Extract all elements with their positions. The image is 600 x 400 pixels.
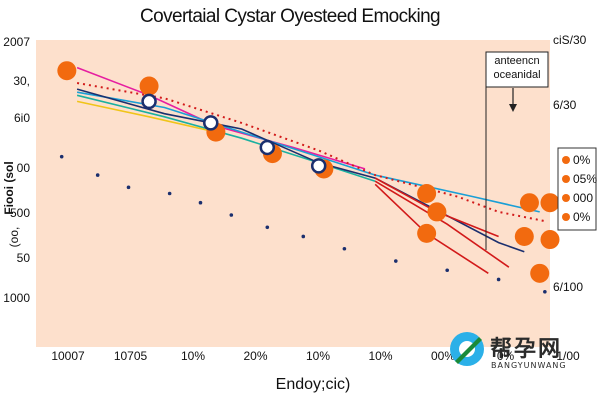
ring-marker	[141, 93, 157, 110]
left-tick-label: 2007	[3, 35, 30, 49]
series-line	[374, 180, 510, 268]
orange-marker	[540, 230, 560, 250]
watermark: 帮孕网 BANGYUNWANG	[450, 332, 567, 370]
watermark-cn: 帮孕网	[490, 336, 562, 362]
series-point	[265, 225, 270, 230]
x-tick-label: 00%	[431, 349, 455, 363]
plot-area	[36, 40, 550, 347]
series-point	[445, 268, 450, 273]
legend-label: 05%	[573, 172, 597, 186]
x-tick-label: 10%	[306, 349, 330, 363]
right-tick-label: 6/30	[553, 98, 577, 112]
series-point	[167, 191, 172, 196]
orange-marker	[530, 263, 550, 283]
series-line	[76, 91, 540, 213]
legend-label: 000	[573, 191, 593, 205]
series-point	[95, 173, 100, 177]
orange-marker	[519, 193, 539, 213]
series-point	[496, 277, 501, 282]
orange-marker	[417, 184, 437, 203]
series-point	[229, 213, 234, 217]
orange-marker	[514, 226, 534, 246]
orange-marker	[427, 202, 447, 222]
left-tick-label: 6i0	[14, 111, 30, 125]
x-tick-label: 10%	[181, 349, 205, 363]
x-tick-label: 10007	[51, 349, 85, 363]
series-line	[76, 94, 376, 182]
chart-title: Covertaial Cystar Oyesteed Emocking	[140, 6, 440, 27]
annotation-line-1: anteencn	[494, 55, 539, 67]
x-tick-label: 20%	[243, 349, 267, 363]
series-point	[394, 259, 398, 263]
ring-marker	[259, 139, 276, 156]
arrow-down-icon	[509, 104, 517, 112]
right-tick-labels: ciS/30 6/30 6/100	[553, 33, 587, 294]
x-tick-label: 0%	[497, 349, 515, 363]
y-axis-label: Fiooi (sol	[2, 161, 16, 214]
legend-label: 0%	[573, 153, 591, 167]
legend-swatch	[562, 156, 570, 164]
annotation-frame	[485, 51, 549, 88]
legend-swatch	[562, 194, 570, 202]
series-point	[198, 200, 203, 205]
legend-swatch	[562, 213, 570, 221]
series-line	[76, 100, 217, 133]
annotation-box: anteencn oceanidal	[485, 51, 549, 250]
x-tick-label: 10%	[368, 349, 392, 363]
right-tick-label: 6/100	[553, 280, 583, 294]
y-axis-side-label: (oo,	[7, 227, 21, 248]
x-tick-label: 1/00	[556, 349, 580, 363]
left-tick-label: 30,	[13, 74, 30, 88]
left-tick-label: 50	[17, 251, 31, 265]
orange-marker	[139, 76, 159, 96]
orange-marker	[540, 193, 560, 213]
x-tick-label: 10705	[114, 349, 148, 363]
series-point	[342, 246, 347, 251]
orange-marker	[57, 61, 77, 81]
legend-label: 0%	[573, 210, 591, 224]
series-point	[59, 154, 64, 159]
x-axis-label: Endoy;cic)	[276, 376, 351, 393]
legend: 0% 05% 000 0%	[557, 147, 597, 231]
left-tick-label: 1000	[3, 291, 30, 305]
watermark-logo-stroke	[455, 337, 482, 364]
series-point	[543, 289, 547, 294]
orange-marker	[417, 223, 437, 243]
right-tick-label: ciS/30	[553, 33, 587, 47]
left-tick-label: 00	[17, 161, 31, 175]
annotation-line-2: oceanidal	[493, 69, 540, 81]
series-point	[126, 185, 131, 190]
series-point	[301, 234, 306, 239]
x-tick-labels: 10007 10705 10% 20% 10% 10% 00% 0% 1/00	[51, 349, 580, 363]
ring-marker	[310, 158, 327, 174]
marker-layer	[57, 61, 560, 283]
watermark-en: BANGYUNWANG	[491, 361, 567, 370]
left-tick-labels: 2007 30, 6i0 00 500 50 1000	[3, 35, 30, 305]
ring-marker	[203, 115, 219, 131]
series-line	[76, 82, 546, 223]
left-tick-label: 500	[10, 206, 30, 220]
legend-swatch	[562, 175, 570, 183]
